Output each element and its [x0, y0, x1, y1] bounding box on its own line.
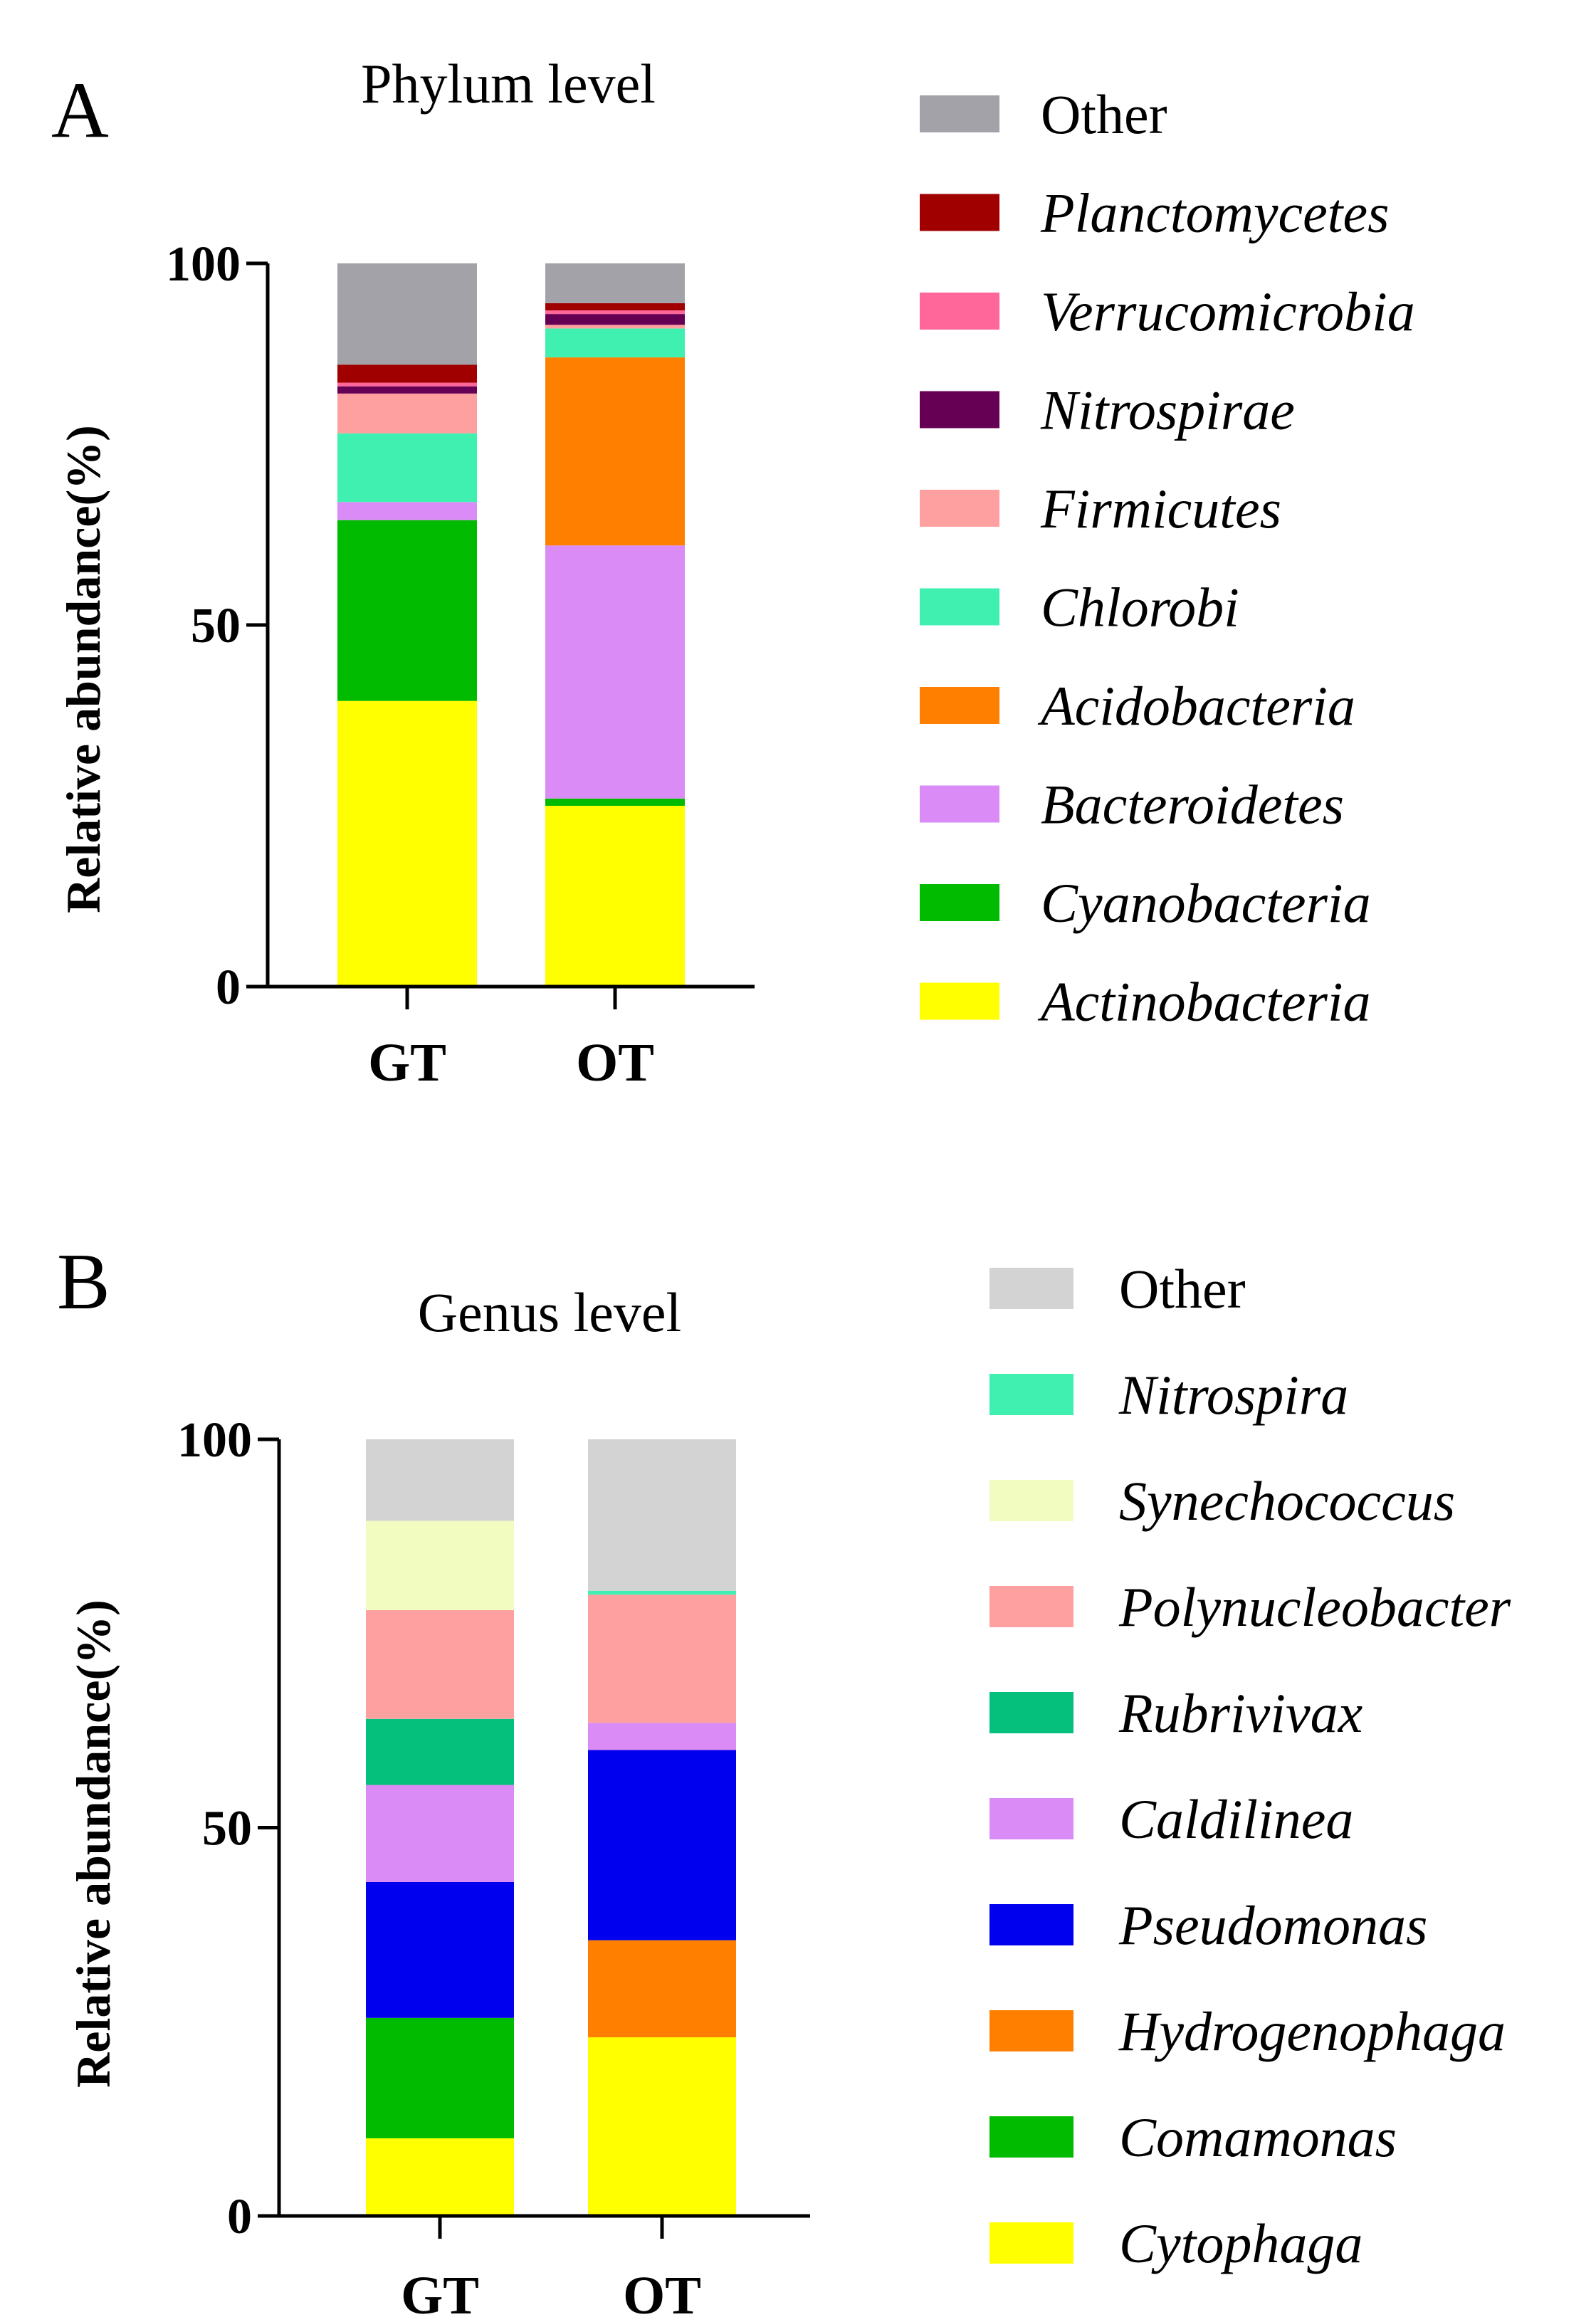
- bar-segment-gt-planctomycetes: [337, 364, 477, 383]
- legend-label-hydrogenophaga: Hydrogenophaga: [1118, 2000, 1506, 2062]
- bar-segment-gt-other: [366, 1439, 514, 1521]
- legend-swatch-other: [920, 95, 999, 132]
- chart-title: Phylum level: [361, 53, 656, 115]
- legend-label-nitrospira: Nitrospira: [1118, 1364, 1348, 1426]
- bar-segment-gt-comamonas: [366, 2017, 514, 2138]
- legend-swatch-synechococcus: [989, 1480, 1073, 1521]
- legend-swatch-cyanobacteria: [920, 884, 999, 921]
- bar-segment-gt-rubrivivax: [366, 1718, 514, 1785]
- legend-swatch-chlorobi: [920, 588, 999, 626]
- bar-segment-ot-pseudomonas: [588, 1750, 736, 1940]
- legend-swatch-firmicutes: [920, 490, 999, 527]
- x-tick-label-ot: OT: [623, 2266, 701, 2322]
- legend: Other Planctomycetes Verrucomicrobia Nitros…: [920, 83, 1415, 1033]
- legend-swatch-other: [989, 1268, 1073, 1309]
- bar-segment-gt-polynucleobacter: [366, 1610, 514, 1719]
- legend-label-polynucleobacter: Polynucleobacter: [1118, 1576, 1511, 1638]
- legend-label-verrucomicrobia: Verrucomicrobia: [1041, 280, 1415, 342]
- axes: 0 50 100 GT OT: [177, 1413, 810, 2322]
- bar-segment-gt-verrucomicrobia: [337, 382, 477, 387]
- legend-label-synechococcus: Synechococcus: [1119, 1470, 1455, 1532]
- legend-swatch-hydrogenophaga: [989, 2010, 1073, 2052]
- legend-label-comamonas: Comamonas: [1119, 2106, 1397, 2168]
- bar-segment-ot-chlorobi: [545, 328, 685, 358]
- legend-swatch-verrucomicrobia: [920, 293, 999, 330]
- legend-label-planctomycetes: Planctomycetes: [1040, 182, 1389, 244]
- bar-segment-gt-cyanobacteria: [337, 520, 477, 701]
- bar-segment-ot-planctomycetes: [545, 303, 685, 311]
- bar-segment-ot-other: [545, 263, 685, 303]
- legend-label-cytophaga: Cytophaga: [1119, 2212, 1363, 2274]
- legend-label-other: Other: [1041, 83, 1167, 145]
- bar-segment-ot-cytophaga: [588, 2037, 736, 2216]
- legend-label-other: Other: [1119, 1258, 1246, 1320]
- legend-label-bacteroidetes: Bacteroidetes: [1041, 774, 1344, 836]
- bar-segment-ot-other: [588, 1439, 736, 1591]
- legend-swatch-planctomycetes: [920, 194, 999, 231]
- y-tick-label-50: 50: [202, 1802, 252, 1856]
- legend-label-nitrospirae: Nitrospirae: [1040, 379, 1295, 441]
- bar-segment-ot-firmicutes: [545, 325, 685, 329]
- legend-swatch-cytophaga: [989, 2222, 1073, 2264]
- bar-segment-ot-nitrospira: [588, 1590, 736, 1595]
- legend-label-chlorobi: Chlorobi: [1041, 577, 1239, 639]
- legend-label-caldilinea: Caldilinea: [1119, 1788, 1353, 1850]
- x-tick-label-gt: GT: [368, 1033, 446, 1093]
- bar-segment-ot-verrucomicrobia: [545, 310, 685, 315]
- bar-segment-gt-synechococcus: [366, 1520, 514, 1611]
- bar-segment-gt-pseudomonas: [366, 1881, 514, 2018]
- legend-swatch-caldilinea: [989, 1798, 1073, 1839]
- bar-segment-gt-actinobacteria: [337, 700, 477, 987]
- bar-segment-gt-caldilinea: [366, 1785, 514, 1882]
- legend-swatch-pseudomonas: [989, 1904, 1073, 1945]
- bar-segment-ot-caldilinea: [588, 1723, 736, 1750]
- legend-label-actinobacteria: Actinobacteria: [1037, 971, 1371, 1033]
- panel-letter: A: [51, 66, 109, 154]
- bar-segment-gt-nitrospirae: [337, 386, 477, 394]
- bar-segment-gt-bacteroidetes: [337, 502, 477, 520]
- bar-segment-ot-hydrogenophaga: [588, 1940, 736, 2038]
- legend-swatch-rubrivivax: [989, 1692, 1073, 1733]
- bar-segment-ot-actinobacteria: [545, 806, 685, 987]
- bar-stack-group: [337, 263, 685, 987]
- x-tick-label-gt: GT: [401, 2266, 479, 2322]
- y-axis-title: Relative abundance(%): [66, 1599, 120, 2088]
- legend-label-rubrivivax: Rubrivivax: [1118, 1682, 1363, 1744]
- y-tick-label-0: 0: [216, 960, 241, 1015]
- legend-label-acidobacteria: Acidobacteria: [1037, 675, 1355, 737]
- legend: Other Nitrospira Synechococcus Polynucleoba…: [989, 1258, 1511, 2274]
- y-axis-title: Relative abundance(%): [56, 425, 110, 913]
- bar-segment-ot-bacteroidetes: [545, 545, 685, 799]
- legend-swatch-nitrospirae: [920, 391, 999, 429]
- bar-stack-group: [366, 1439, 736, 2216]
- panel-a: A Phylum level Relative abundance(%) 0 50…: [51, 53, 1415, 1093]
- legend-label-cyanobacteria: Cyanobacteria: [1041, 872, 1371, 934]
- legend-label-pseudomonas: Pseudomonas: [1118, 1894, 1427, 1956]
- bar-segment-ot-polynucleobacter: [588, 1595, 736, 1723]
- legend-swatch-bacteroidetes: [920, 785, 999, 823]
- bar-segment-gt-firmicutes: [337, 393, 477, 434]
- bar-segment-gt-cytophaga: [366, 2138, 514, 2216]
- legend-swatch-nitrospira: [989, 1374, 1073, 1415]
- y-tick-label-100: 100: [177, 1413, 252, 1468]
- bar-segment-ot-acidobacteria: [545, 357, 685, 546]
- y-tick-label-50: 50: [191, 599, 241, 653]
- bar-segment-gt-other: [337, 263, 477, 365]
- chart-title: Genus level: [418, 1281, 681, 1343]
- x-tick-label-ot: OT: [576, 1033, 654, 1093]
- bar-segment-ot-nitrospirae: [545, 314, 685, 325]
- panel-b: B Genus level Relative abundance(%) 0 50 1…: [57, 1238, 1511, 2322]
- legend-swatch-acidobacteria: [920, 687, 999, 724]
- y-tick-label-0: 0: [227, 2190, 252, 2244]
- axes: 0 50 100 GT OT: [166, 237, 755, 1093]
- legend-swatch-polynucleobacter: [989, 1586, 1073, 1627]
- bar-segment-gt-chlorobi: [337, 433, 477, 503]
- bar-segment-ot-cyanobacteria: [545, 798, 685, 806]
- legend-label-firmicutes: Firmicutes: [1040, 478, 1281, 540]
- legend-swatch-actinobacteria: [920, 982, 999, 1020]
- y-tick-label-100: 100: [166, 237, 241, 292]
- panel-letter: B: [57, 1238, 110, 1326]
- legend-swatch-comamonas: [989, 2116, 1073, 2158]
